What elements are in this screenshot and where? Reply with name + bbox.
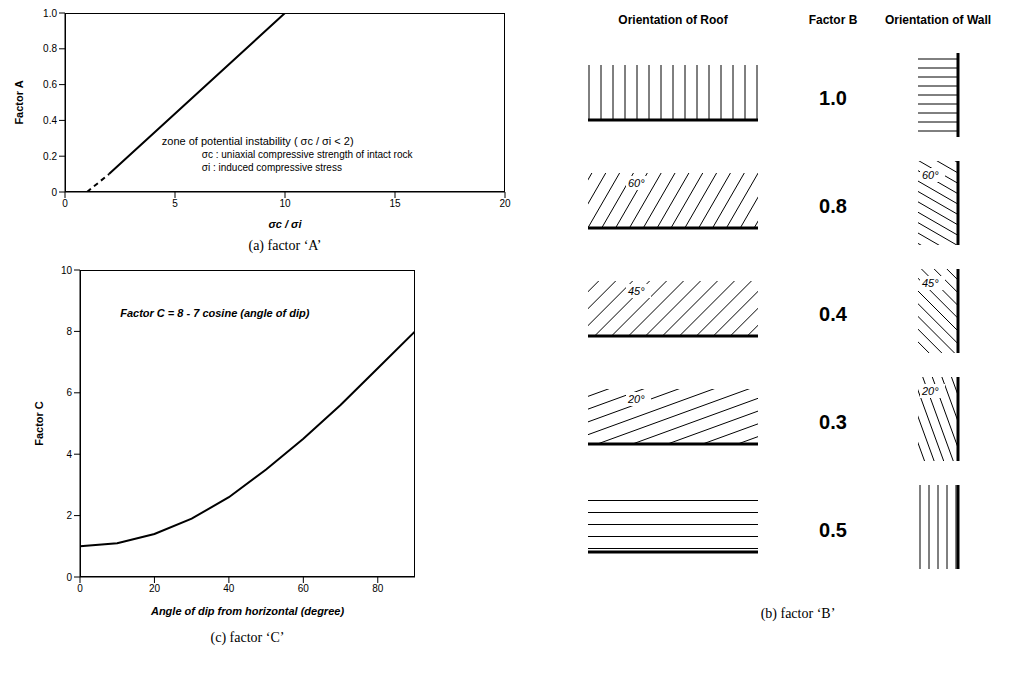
svg-text:Orientation of Wall: Orientation of Wall [885,13,991,27]
html-text:(a) factor ‘A’: (a) factor ‘A’ [248,238,322,253]
svg-text:8: 8 [66,326,72,337]
html-text:σc : uniaxial compressive stre: σc : uniaxial compressive strength of in… [201,148,413,160]
svg-text:60°: 60° [628,177,645,189]
svg-text:0.3: 0.3 [819,411,847,433]
svg-text:60: 60 [298,583,310,594]
svg-text:1.0: 1.0 [43,8,57,19]
svg-text:Factor C: Factor C [33,401,45,446]
svg-text:20: 20 [499,198,511,209]
svg-text:0.6: 0.6 [43,79,57,90]
svg-text:0.2: 0.2 [43,151,57,162]
svg-text:Angle of dip from horizontal (: Angle of dip from horizontal (degree) [150,605,344,617]
svg-text:60°: 60° [922,169,939,181]
svg-text:(b) factor ‘B’: (b) factor ‘B’ [761,606,836,622]
svg-text:5: 5 [172,198,178,209]
svg-text:45°: 45° [628,285,645,297]
html-text:(c) factor ‘C’: (c) factor ‘C’ [210,630,285,645]
svg-text:0: 0 [51,187,57,198]
svg-text:Orientation of Roof: Orientation of Roof [618,13,728,27]
svg-text:15: 15 [389,198,401,209]
svg-text:Factor A: Factor A [13,80,25,124]
svg-text:0.8: 0.8 [819,195,847,217]
svg-text:σc / σi: σc / σi [269,218,303,230]
svg-text:80: 80 [372,583,384,594]
svg-text:4: 4 [66,449,72,460]
svg-text:1.0: 1.0 [819,87,847,109]
svg-text:10: 10 [61,265,73,276]
svg-text:0: 0 [62,198,68,209]
html-text:Factor C = 8 - 7 cosine (angle: Factor C = 8 - 7 cosine (angle of dip) [120,306,310,319]
svg-text:0.8: 0.8 [43,43,57,54]
svg-text:20°: 20° [627,393,645,405]
svg-text:45°: 45° [922,277,939,289]
svg-text:0.4: 0.4 [819,303,848,325]
svg-text:2: 2 [66,510,72,521]
svg-text:0: 0 [66,572,72,583]
svg-text:40: 40 [223,583,235,594]
svg-text:0: 0 [77,583,83,594]
html-text:σi : induced compressive stres: σi : induced compressive stress [201,161,342,173]
svg-text:20: 20 [149,583,161,594]
svg-text:10: 10 [279,198,291,209]
svg-text:0.4: 0.4 [43,115,57,126]
svg-text:6: 6 [66,387,72,398]
svg-text:0.5: 0.5 [819,519,847,541]
svg-text:Factor B: Factor B [809,13,858,27]
html-text:zone of potential instability: zone of potential instability ( σc / σi … [161,134,354,147]
svg-text:20°: 20° [921,385,939,397]
